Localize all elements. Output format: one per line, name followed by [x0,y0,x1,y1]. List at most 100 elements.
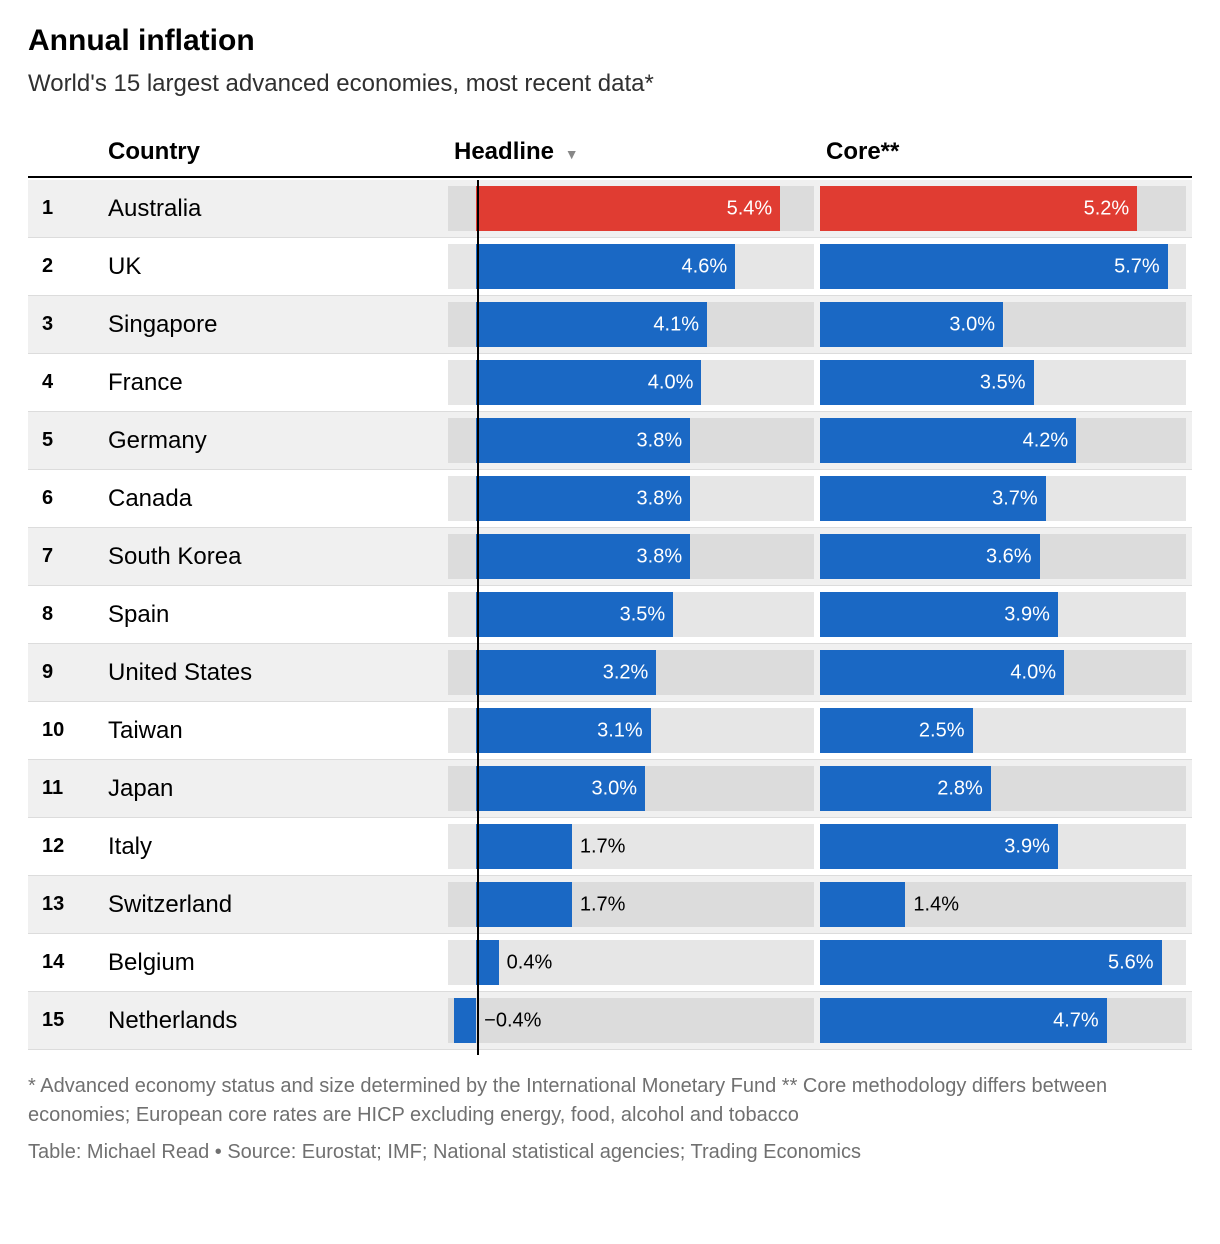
country-cell: Canada [108,485,448,513]
table-row: 6Canada3.8%3.7% [28,470,1192,528]
bar-value-label: 3.5% [620,603,666,626]
bar-value-label: 3.9% [1004,835,1050,858]
bar-fill [454,998,477,1043]
bar-track: 2.5% [820,708,1186,753]
rank-cell: 1 [28,197,108,220]
bar-track: 3.8% [448,534,814,579]
bar-track: 4.2% [820,418,1186,463]
bar-cell: 3.9% [820,818,1192,875]
bar-fill: 4.2% [820,418,1076,463]
bar-track: 2.8% [820,766,1186,811]
bar-track: 3.1% [448,708,814,753]
bar-fill: 3.0% [476,766,645,811]
bar-track: −0.4% [448,998,814,1043]
country-cell: Belgium [108,949,448,977]
bar-cell: 3.0% [820,296,1192,353]
zero-axis-line [477,986,479,1055]
table-row: 12Italy1.7%3.9% [28,818,1192,876]
bar-cell: 3.8% [448,412,820,469]
bar-fill: 2.8% [820,766,991,811]
rank-cell: 14 [28,951,108,974]
bar-value-label: 5.4% [727,197,773,220]
table-row: 7South Korea 3.8% 3.6% [28,528,1192,586]
bar-cell: 5.6% [820,934,1192,991]
table-row: 14Belgium 0.4% 5.6% [28,934,1192,992]
bar-value-label: −0.4% [484,1009,541,1032]
bar-cell: 4.0% [820,644,1192,701]
country-cell: Australia [108,195,448,223]
bar-track: 3.8% [448,476,814,521]
rank-cell: 8 [28,603,108,626]
rank-cell: 7 [28,545,108,568]
bar-value-label: 3.7% [992,487,1038,510]
bar-track: 5.2% [820,186,1186,231]
bar-track: 4.1% [448,302,814,347]
rank-cell: 10 [28,719,108,742]
footnotes: * Advanced economy status and size deter… [28,1072,1192,1167]
bar-value-label: 4.7% [1053,1009,1099,1032]
bar-fill [820,882,905,927]
rank-cell: 15 [28,1009,108,1032]
bar-value-label: 3.2% [603,661,649,684]
bar-cell: 2.8% [820,760,1192,817]
chart-title: Annual inflation [28,24,1192,58]
table-row: 5Germany3.8%4.2% [28,412,1192,470]
bar-cell: 3.8% [448,528,820,585]
bar-track: 5.7% [820,244,1186,289]
table-row: 2UK4.6%5.7% [28,238,1192,296]
bar-track: 3.0% [820,302,1186,347]
bar-cell: 3.5% [820,354,1192,411]
bar-cell: 3.6% [820,528,1192,585]
bar-cell: 4.2% [820,412,1192,469]
bar-fill: 3.8% [476,534,690,579]
country-cell: Japan [108,775,448,803]
table-row: 13Switzerland1.7%1.4% [28,876,1192,934]
country-cell: Italy [108,833,448,861]
bar-track: 3.5% [820,360,1186,405]
bar-value-label: 3.5% [980,371,1026,394]
bar-value-label: 3.6% [986,545,1032,568]
header-country[interactable]: Country [108,138,448,166]
header-headline[interactable]: Headline ▼ [448,138,820,166]
bar-cell: 4.6% [448,238,820,295]
bar-track: 3.6% [820,534,1186,579]
rank-cell: 9 [28,661,108,684]
bar-fill: 4.1% [476,302,707,347]
bar-value-label: 2.5% [919,719,965,742]
bar-cell: −0.4% [448,992,820,1049]
country-cell: South Korea [108,543,448,571]
table-header-row: Country Headline ▼ Core** [28,138,1192,178]
bar-cell: 1.4% [820,876,1192,933]
bar-fill: 5.4% [476,186,780,231]
bar-value-label: 3.0% [591,777,637,800]
bar-value-label: 3.9% [1004,603,1050,626]
bar-value-label: 3.8% [637,487,683,510]
bar-value-label: 5.7% [1114,255,1160,278]
table-row: 8Spain3.5%3.9% [28,586,1192,644]
rank-cell: 12 [28,835,108,858]
bar-fill: 3.6% [820,534,1040,579]
bar-track: 1.4% [820,882,1186,927]
bar-track: 0.4% [448,940,814,985]
bar-value-label: 3.8% [637,545,683,568]
bar-fill [476,882,572,927]
bar-value-label: 1.7% [580,893,626,916]
bar-track: 4.0% [820,650,1186,695]
bar-value-label: 4.1% [653,313,699,336]
bar-value-label: 0.4% [507,951,553,974]
bar-cell: 3.0% [448,760,820,817]
bar-fill: 3.2% [476,650,656,695]
bar-fill: 2.5% [820,708,973,753]
sort-indicator-icon: ▼ [565,146,579,162]
country-cell: Singapore [108,311,448,339]
bar-fill: 4.0% [820,650,1064,695]
header-core[interactable]: Core** [820,138,1192,166]
bar-track: 3.9% [820,592,1186,637]
table-body: 1Australia5.4%5.2%2UK4.6%5.7%3Singapore4… [28,180,1192,1050]
bar-cell: 3.7% [820,470,1192,527]
bar-value-label: 1.4% [913,893,959,916]
bar-track: 3.0% [448,766,814,811]
bar-cell: 5.2% [820,180,1192,237]
footnote-source: Table: Michael Read • Source: Eurostat; … [28,1138,1192,1167]
table-row: 15Netherlands−0.4%4.7% [28,992,1192,1050]
